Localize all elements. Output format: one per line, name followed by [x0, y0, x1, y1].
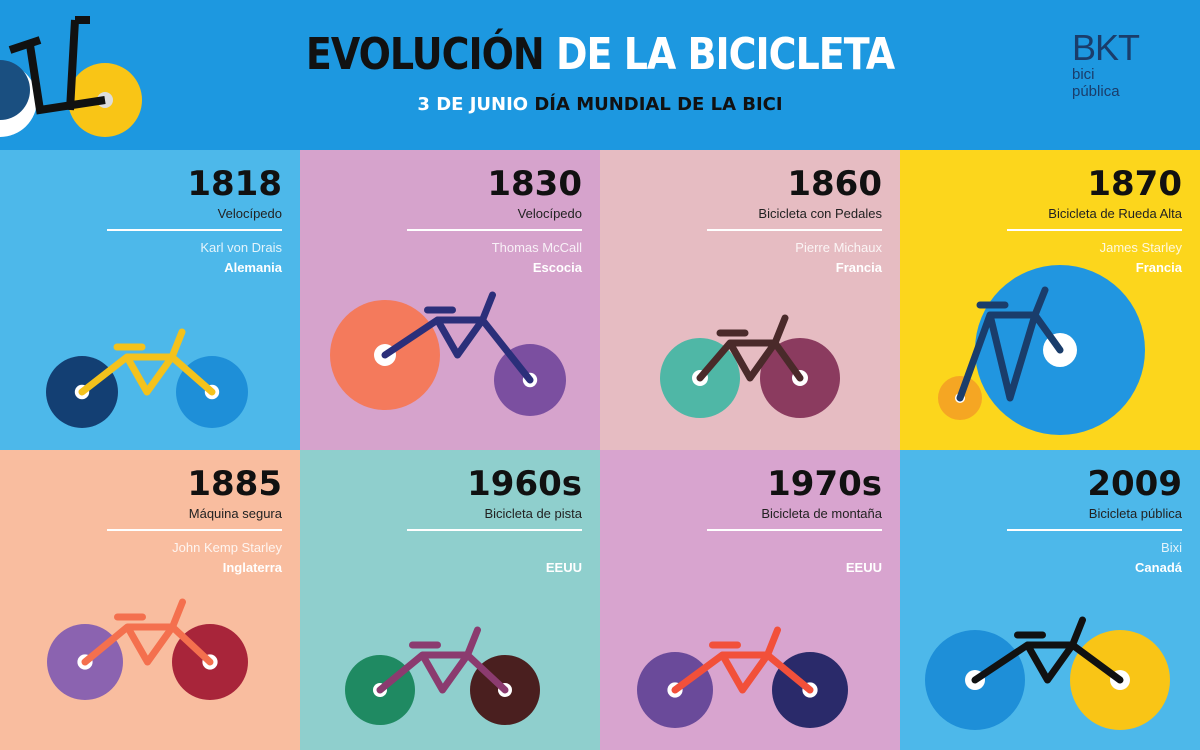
year: 1830: [487, 164, 582, 204]
bicycle-illustration: [345, 626, 540, 725]
inventor: Pierre Michaux: [795, 240, 882, 255]
bicycle-illustration: [938, 265, 1145, 435]
bicycle-illustration: [47, 598, 248, 700]
country: Inglaterra: [222, 560, 282, 575]
year: 1885: [187, 464, 282, 504]
year: 1818: [187, 164, 282, 204]
divider: [1007, 229, 1182, 231]
year: 1960s: [467, 464, 582, 504]
bicycle-illustration: [330, 291, 566, 416]
header-bike-illustration: [0, 16, 142, 137]
year: 1860: [787, 164, 882, 204]
bike-type: Máquina segura: [188, 506, 282, 521]
year: 2009: [1087, 464, 1182, 504]
header: EVOLUCIÓN DE LA BICICLETA 3 DE JUNIO DÍA…: [0, 0, 1200, 150]
bike-type: Bicicleta de montaña: [761, 506, 882, 521]
divider: [107, 229, 282, 231]
bike-type: Velocípedo: [217, 206, 282, 221]
bike-type: Bicicleta de Rueda Alta: [1048, 206, 1182, 221]
timeline-cell-1830: 1830 Velocípedo Thomas McCall Escocia: [300, 150, 600, 450]
year: 1870: [1087, 164, 1182, 204]
country: Canadá: [1135, 560, 1182, 575]
bicycle-illustration: [925, 616, 1170, 730]
inventor: Thomas McCall: [491, 240, 582, 255]
bkt-logo: BKT bici pública: [1072, 27, 1140, 101]
inventor: Bixi: [1161, 540, 1182, 555]
bike-type: Bicicleta con Pedales: [758, 206, 882, 221]
bike-frame: [376, 626, 509, 694]
timeline-grid: 1818 Velocípedo Karl von Drais Alemania …: [0, 150, 1200, 750]
country: Francia: [835, 260, 882, 275]
timeline-cell-1870: 1870 Bicicleta de Rueda Alta James Starl…: [900, 150, 1200, 450]
timeline-cell-1818: 1818 Velocípedo Karl von Drais Alemania: [0, 150, 300, 450]
divider: [707, 529, 882, 531]
divider: [407, 529, 582, 531]
divider: [707, 229, 882, 231]
divider: [107, 529, 282, 531]
bicycle-illustration: [660, 314, 840, 418]
bike-type: Bicicleta de pista: [484, 506, 582, 521]
timeline-cell-1960s: 1960s Bicicleta de pista EEUU: [300, 450, 600, 750]
bicycle-illustration: [637, 626, 848, 728]
divider: [407, 229, 582, 231]
inventor: Karl von Drais: [200, 240, 282, 255]
bike-frame: [971, 616, 1124, 684]
country: Escocia: [532, 260, 582, 275]
country: EEUU: [545, 560, 582, 575]
country: EEUU: [845, 560, 882, 575]
bike-frame: [956, 286, 1064, 402]
bike-frame: [381, 291, 534, 384]
timeline-cell-1860: 1860 Bicicleta con Pedales Pierre Michau…: [600, 150, 900, 450]
inventor: James Starley: [1099, 240, 1182, 255]
bicycle-illustration: [46, 328, 248, 428]
timeline-cell-1970s: 1970s Bicicleta de montaña EEUU: [600, 450, 900, 750]
timeline-cell-2009: 2009 Bicicleta pública Bixi Canadá: [900, 450, 1200, 750]
bike-frame: [81, 598, 214, 666]
inventor: John Kemp Starley: [172, 540, 282, 555]
page-title: EVOLUCIÓN DE LA BICICLETA: [305, 28, 895, 80]
divider: [1007, 529, 1182, 531]
timeline-cell-1885: 1885 Máquina segura John Kemp Starley In…: [0, 450, 300, 750]
country: Alemania: [224, 260, 282, 275]
bike-type: Velocípedo: [517, 206, 582, 221]
page-subtitle: 3 DE JUNIO DÍA MUNDIAL DE LA BICI: [417, 94, 783, 115]
bike-frame: [671, 626, 814, 694]
year: 1970s: [767, 464, 882, 504]
bike-frame: [78, 328, 216, 396]
bike-type: Bicicleta pública: [1088, 506, 1182, 521]
bike-frame: [696, 314, 804, 382]
country: Francia: [1135, 260, 1182, 275]
